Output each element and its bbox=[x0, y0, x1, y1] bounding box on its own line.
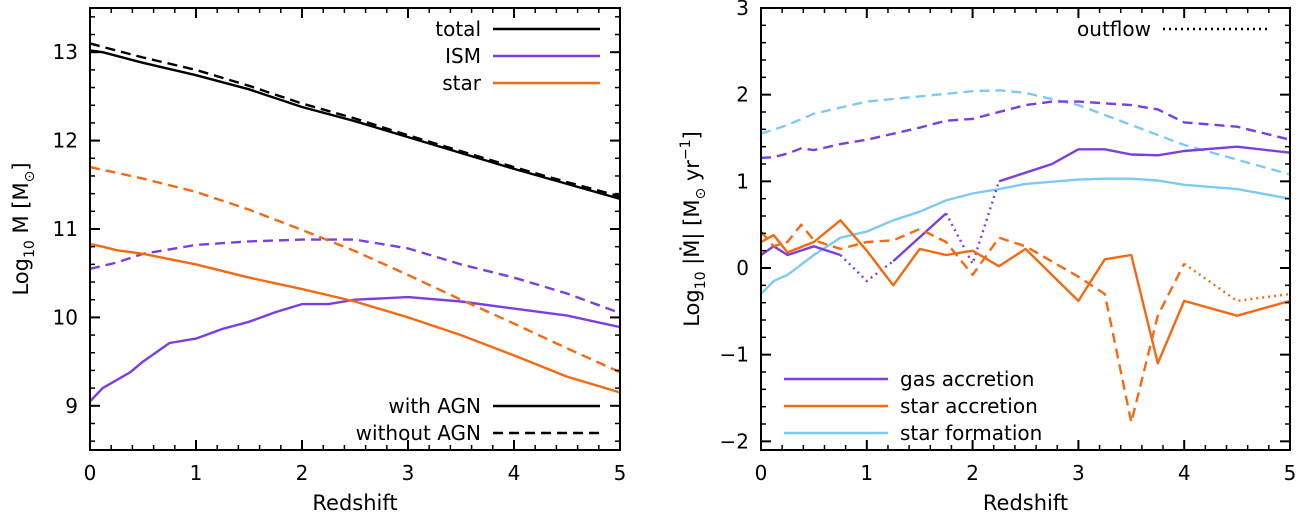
legend-label-star-accretion: star accretion bbox=[900, 394, 1038, 418]
series-group bbox=[761, 89, 1290, 424]
series-line-gas-accretion-with-agn-solid bbox=[761, 245, 841, 257]
series-line-total-without-agn-dashed bbox=[90, 42, 620, 198]
y-tick-label: 0 bbox=[736, 256, 749, 280]
x-tick-label: 1 bbox=[860, 461, 873, 485]
x-tick-label: 2 bbox=[296, 461, 309, 485]
series-line-star-accretion-with-agn-solid bbox=[761, 219, 1290, 365]
plot-frame bbox=[760, 7, 1291, 451]
y-axis-label-part: −1 bbox=[678, 139, 694, 160]
y-tick-label: 13 bbox=[53, 40, 78, 64]
x-tick-label: 1 bbox=[190, 461, 203, 485]
x-tick-label: 2 bbox=[966, 461, 979, 485]
x-tick-label: 3 bbox=[1072, 461, 1085, 485]
x-tick-label: 0 bbox=[84, 461, 97, 485]
legend-label-without-agn: without AGN bbox=[356, 421, 481, 445]
y-tick-label: 12 bbox=[53, 129, 78, 153]
y-tick-label: 2 bbox=[736, 83, 749, 107]
series-line-total-with-agn-solid bbox=[90, 49, 620, 201]
series-line-star-accretion-without-agn-dashed bbox=[761, 223, 1186, 424]
y-axis-label-part: |Ṁ| [M bbox=[679, 200, 705, 272]
x-tick-label: 5 bbox=[614, 461, 627, 485]
y-axis-label-part: Log bbox=[9, 258, 33, 296]
legend-label-outflow: outflow bbox=[1077, 17, 1151, 41]
legend-label-with-agn: with AGN bbox=[388, 394, 481, 418]
x-tick-label: 3 bbox=[402, 461, 415, 485]
legend-label-star: star bbox=[442, 71, 482, 95]
y-axis-label-part: ] bbox=[9, 162, 33, 170]
y-tick-label: 11 bbox=[53, 217, 78, 241]
y-tick-label: −2 bbox=[720, 429, 749, 453]
y-axis-label: Log10 |Ṁ| [M⊙ yr−1] bbox=[678, 131, 709, 327]
legend-label-star-formation: star formation bbox=[900, 421, 1042, 445]
y-axis-label-part: M [M bbox=[9, 182, 33, 240]
x-tick-label: 0 bbox=[755, 461, 768, 485]
series-line-star-without-agn-dashed bbox=[90, 165, 620, 374]
y-axis-label-part: ⊙ bbox=[22, 171, 38, 183]
y-tick-label: 9 bbox=[65, 394, 78, 418]
y-axis-label-part: yr bbox=[680, 160, 704, 188]
legend-label-total: total bbox=[435, 17, 481, 41]
legend-label-ism: ISM bbox=[445, 44, 481, 68]
plot-frame bbox=[89, 7, 621, 451]
x-axis-label: Redshift bbox=[312, 491, 397, 515]
legend-label-gas-accretion: gas accretion bbox=[900, 367, 1034, 391]
x-tick-label: 4 bbox=[508, 461, 521, 485]
y-axis-label-part: ⊙ bbox=[693, 188, 709, 200]
series-line-gas-accretion-without-agn-dashed bbox=[761, 100, 1290, 160]
y-axis-label-part: ] bbox=[680, 131, 704, 139]
series-line-gas-outflow-with-agn-dotted bbox=[839, 254, 895, 283]
series-line-gas-accretion-with-agn-solid bbox=[998, 145, 1290, 183]
series-line-star-with-agn-solid bbox=[90, 242, 620, 394]
y-axis-label: Log10 M [M⊙] bbox=[9, 162, 38, 295]
series-line-star-formation-without-agn-dashed bbox=[761, 89, 1290, 176]
x-tick-label: 4 bbox=[1178, 461, 1191, 485]
series-line-gas-outflow-with-agn-dotted bbox=[945, 180, 1001, 265]
y-tick-label: 3 bbox=[736, 0, 749, 20]
y-tick-label: 10 bbox=[53, 305, 78, 329]
y-tick-label: −1 bbox=[720, 343, 749, 367]
y-axis-label-part: 10 bbox=[693, 271, 709, 289]
y-tick-label: 1 bbox=[736, 169, 749, 193]
series-line-gas-accretion-with-agn-solid bbox=[892, 212, 947, 262]
y-axis-label-part: 10 bbox=[22, 240, 38, 258]
series-line-ism-with-agn-solid bbox=[90, 295, 620, 403]
x-tick-label: 5 bbox=[1284, 461, 1297, 485]
series-line-star-outflow-without-agn-dotted bbox=[1183, 262, 1290, 303]
series-line-star-formation-with-agn-solid bbox=[761, 177, 1290, 295]
series-group bbox=[90, 42, 620, 403]
x-axis-label: Redshift bbox=[983, 491, 1068, 515]
y-axis-label-part: Log bbox=[680, 289, 704, 327]
